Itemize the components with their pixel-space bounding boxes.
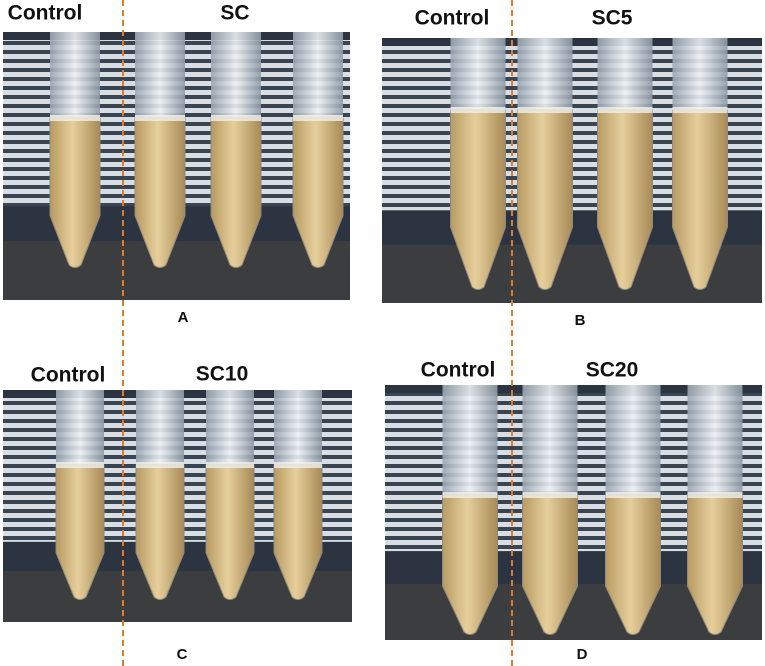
tube-top: [50, 32, 100, 118]
meniscus: [517, 107, 573, 113]
tube-top: [135, 32, 185, 118]
tube-liquid: [273, 464, 323, 600]
meniscus: [672, 107, 728, 113]
control-label: Control: [415, 7, 490, 30]
tube-top: [206, 390, 254, 465]
treatment-label: SC20: [586, 359, 639, 382]
control-label: Control: [421, 359, 496, 382]
panel-letter: A: [178, 309, 189, 326]
tube-liquid: [49, 117, 101, 268]
tube-liquid: [210, 117, 262, 268]
meniscus: [293, 115, 343, 121]
tube-top: [450, 38, 506, 110]
meniscus: [597, 107, 653, 113]
panel-letter: B: [575, 312, 586, 329]
tube-liquid: [55, 464, 105, 600]
tube-top: [672, 38, 728, 110]
tube-liquid: [517, 109, 573, 290]
meniscus: [605, 492, 661, 498]
tube-top: [56, 390, 104, 465]
meniscus: [450, 107, 506, 113]
tube-top: [517, 38, 573, 110]
treatment-label: SC5: [592, 7, 633, 30]
tube-liquid: [134, 117, 186, 268]
tube-liquid: [687, 494, 743, 635]
meniscus: [206, 462, 254, 468]
tube-top: [522, 385, 578, 495]
tube-top: [274, 390, 322, 465]
tube-liquid: [135, 464, 185, 600]
tube-top: [597, 38, 653, 110]
tube-liquid: [205, 464, 255, 600]
photos: [3, 32, 762, 640]
tube-top: [442, 385, 498, 495]
treatment-label: SC10: [196, 363, 249, 386]
meniscus: [56, 462, 104, 468]
treatment-label: SC: [220, 2, 249, 25]
tube-top: [605, 385, 661, 495]
tube-liquid: [522, 494, 578, 635]
tube-top: [293, 32, 343, 118]
tube-liquid: [442, 494, 498, 635]
meniscus: [274, 462, 322, 468]
meniscus: [687, 492, 743, 498]
meniscus: [50, 115, 100, 121]
tube-liquid: [450, 109, 506, 290]
control-label: Control: [31, 364, 106, 387]
tube-top: [136, 390, 184, 465]
panel-letter: C: [177, 646, 188, 663]
meniscus: [136, 462, 184, 468]
meniscus: [442, 492, 498, 498]
tube-liquid: [597, 109, 653, 290]
tube-top: [211, 32, 261, 118]
meniscus: [522, 492, 578, 498]
bench: [3, 241, 350, 300]
panel-letter: D: [577, 646, 588, 663]
tube-liquid: [292, 117, 344, 268]
tube-liquid: [672, 109, 728, 290]
meniscus: [135, 115, 185, 121]
control-label: Control: [8, 2, 83, 25]
tube-liquid: [605, 494, 661, 635]
meniscus: [211, 115, 261, 121]
tube-top: [687, 385, 743, 495]
